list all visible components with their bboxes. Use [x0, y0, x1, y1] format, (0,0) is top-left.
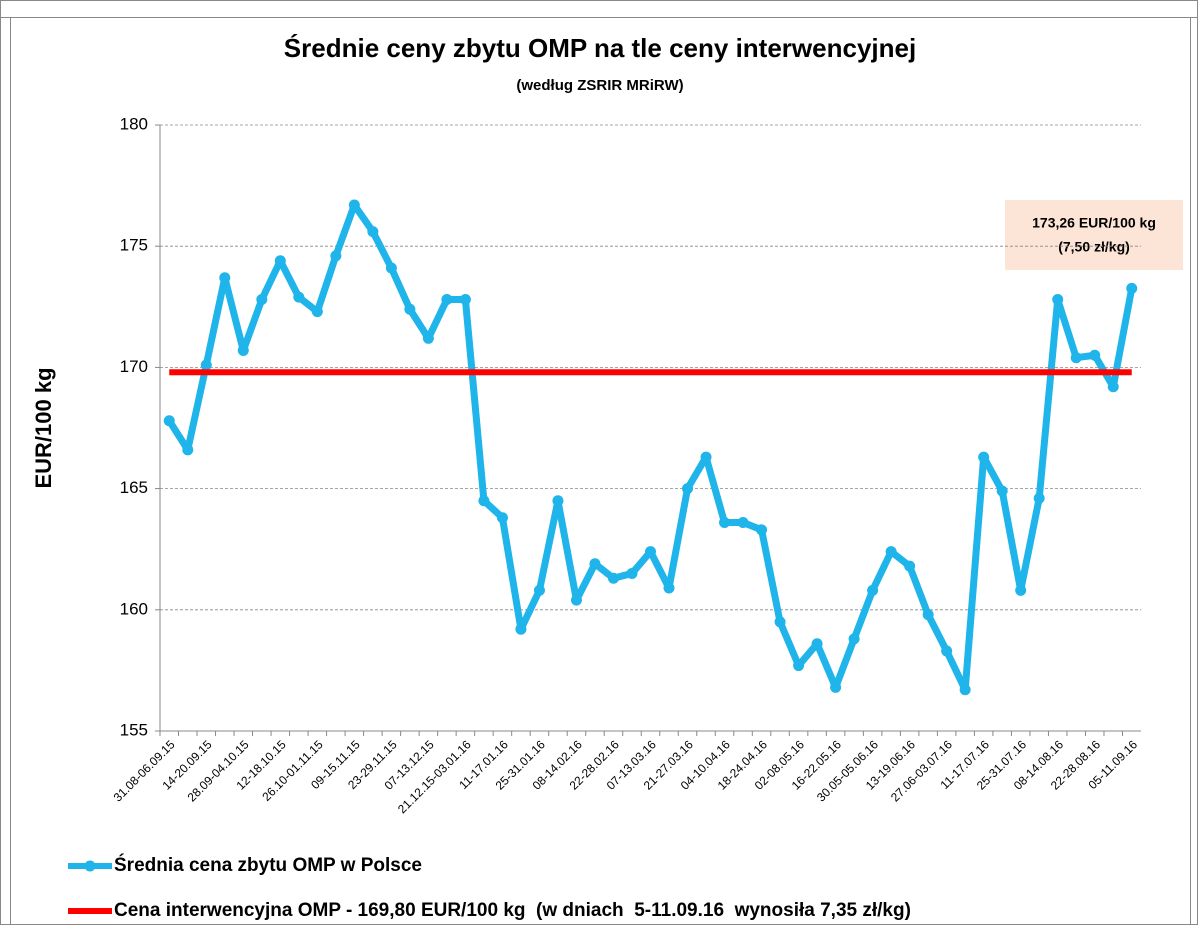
marker [348, 199, 360, 211]
legend-label: Cena interwencyjna OMP - 169,80 EUR/100 … [114, 900, 911, 921]
marker [163, 415, 175, 427]
marker [774, 616, 786, 628]
chart-subtitle: (według ZSRIR MRiRW) [516, 77, 683, 94]
marker [682, 483, 694, 495]
y-tick-label: 165 [120, 478, 148, 497]
marker [811, 638, 823, 650]
annotation: (7,50 zł/kg) [1058, 239, 1130, 255]
marker [867, 584, 879, 596]
marker [496, 512, 508, 524]
marker [1015, 584, 1027, 596]
marker [237, 344, 249, 356]
chart-title: Średnie ceny zbytu OMP na tle ceny inter… [284, 33, 916, 63]
marker [885, 546, 897, 558]
marker [330, 250, 342, 262]
marker [607, 572, 619, 584]
marker [626, 567, 638, 579]
y-axis-label: EUR/100 kg [31, 367, 56, 488]
marker [941, 645, 953, 657]
marker [200, 359, 212, 371]
chart-border [10, 17, 1191, 925]
marker [385, 262, 397, 274]
x-tick-label: 31.08-06.09.15 [111, 737, 178, 804]
marker [404, 303, 416, 315]
marker [959, 684, 971, 696]
marker [1089, 349, 1101, 361]
annotation: 173,26 EUR/100 kg [1032, 215, 1156, 231]
marker [756, 524, 768, 536]
marker [441, 294, 453, 306]
marker [589, 558, 601, 570]
marker [996, 485, 1008, 497]
marker [1126, 282, 1138, 294]
marker [793, 660, 805, 672]
marker [922, 609, 934, 621]
marker [182, 444, 194, 456]
marker [645, 546, 656, 558]
y-tick-label: 155 [120, 720, 148, 739]
y-tick-label: 180 [120, 114, 148, 133]
marker [830, 681, 842, 693]
y-tick-label: 160 [120, 599, 148, 618]
series-line [166, 201, 1136, 694]
marker [478, 495, 490, 507]
legend-marker [84, 860, 96, 872]
marker [422, 332, 434, 344]
y-tick-label: 175 [120, 236, 148, 255]
marker [367, 226, 379, 238]
marker [1070, 352, 1082, 364]
annotation-box [1005, 200, 1183, 270]
marker [533, 584, 545, 596]
y-tick-label: 170 [120, 357, 148, 376]
marker [978, 451, 990, 463]
marker [1107, 381, 1119, 393]
marker [219, 272, 231, 284]
legend-label: Średnia cena zbytu OMP w Polsce [114, 854, 422, 876]
marker [904, 560, 916, 572]
marker [552, 495, 564, 507]
marker [293, 291, 305, 303]
marker [737, 517, 749, 529]
marker [663, 582, 675, 594]
marker [459, 294, 471, 306]
marker [274, 255, 286, 267]
marker [719, 517, 731, 529]
marker [1033, 492, 1045, 504]
marker [700, 451, 712, 463]
marker [515, 623, 527, 635]
marker [570, 594, 582, 606]
marker [1052, 294, 1064, 306]
marker [256, 294, 268, 306]
marker [311, 306, 323, 318]
marker [848, 633, 860, 645]
